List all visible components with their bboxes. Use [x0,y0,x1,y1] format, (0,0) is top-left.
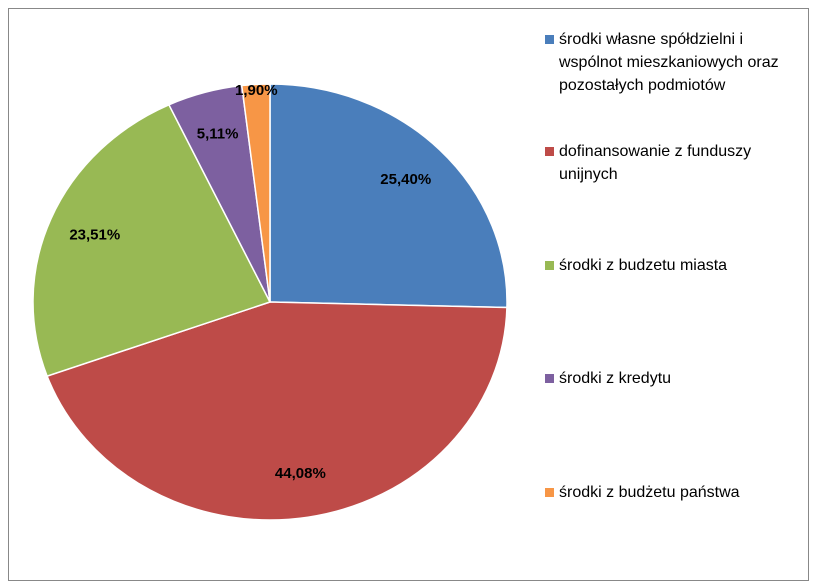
data-label: 5,11% [197,125,239,142]
legend-swatch [545,374,554,383]
data-label: 44,08% [275,465,326,482]
legend-label: środki z kredytu [559,370,672,387]
data-label: 25,40% [380,171,431,188]
legend-swatch [545,147,554,156]
legend-entry: środki z kredytu [545,367,807,390]
data-label: 23,51% [69,226,120,243]
legend-swatch [545,35,554,44]
legend-label: środki z budżetu państwa [559,484,740,501]
legend-label: środki własne spółdzielni i wspólnot mie… [559,31,779,94]
legend-swatch [545,488,554,497]
legend-entry: środki z budzetu miasta [545,254,807,277]
data-label: 1,90% [235,82,278,99]
legend-entry: środki własne spółdzielni i wspólnot mie… [545,28,807,97]
pie-slice [32,103,272,378]
pie-slice [46,301,508,521]
legend-label: środki z budzetu miasta [559,257,728,274]
legend-label: dofinansowanie z funduszy unijnych [559,143,752,183]
pie-slice [269,83,508,309]
legend-entry: dofinansowanie z funduszy unijnych [545,140,807,186]
pie-slice [240,83,271,303]
legend-swatch [545,261,554,270]
legend-entry: środki z budżetu państwa [545,481,807,504]
